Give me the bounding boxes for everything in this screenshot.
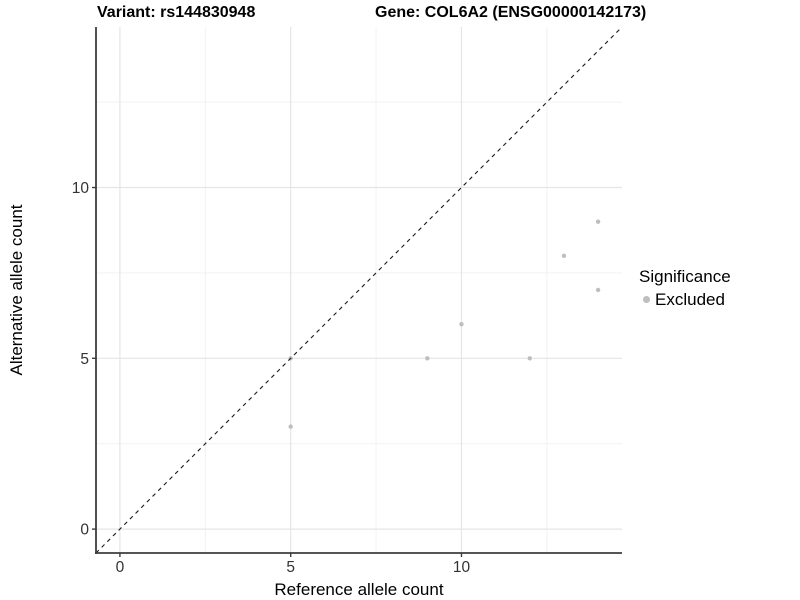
legend-title: Significance	[639, 267, 731, 286]
y-tick-label: 5	[80, 351, 89, 368]
data-point	[595, 219, 601, 224]
gene-title: Gene: COL6A2 (ENSG00000142173)	[375, 4, 647, 21]
y-axis-title: Alternative allele count	[7, 204, 26, 376]
legend-item-excluded: Excluded	[639, 290, 731, 309]
variant-title: Variant: rs144830948	[97, 4, 256, 21]
y-tick-label: 0	[80, 522, 89, 539]
y-tick-label: 10	[72, 180, 90, 197]
data-point	[595, 287, 601, 293]
data-point	[527, 356, 532, 361]
data-point	[459, 321, 464, 327]
identity-dashed-line	[95, 26, 623, 554]
legend-point-icon	[643, 296, 650, 303]
x-tick-label: 10	[453, 559, 471, 576]
legend-item-label: Excluded	[655, 290, 725, 309]
x-axis-title: Reference allele count	[274, 580, 444, 599]
legend: Significance Excluded	[639, 267, 731, 309]
data-point	[288, 424, 293, 429]
x-tick-label: 0	[116, 559, 125, 576]
data-point	[561, 253, 567, 259]
x-tick-label: 5	[286, 559, 295, 576]
data-point	[425, 356, 430, 361]
